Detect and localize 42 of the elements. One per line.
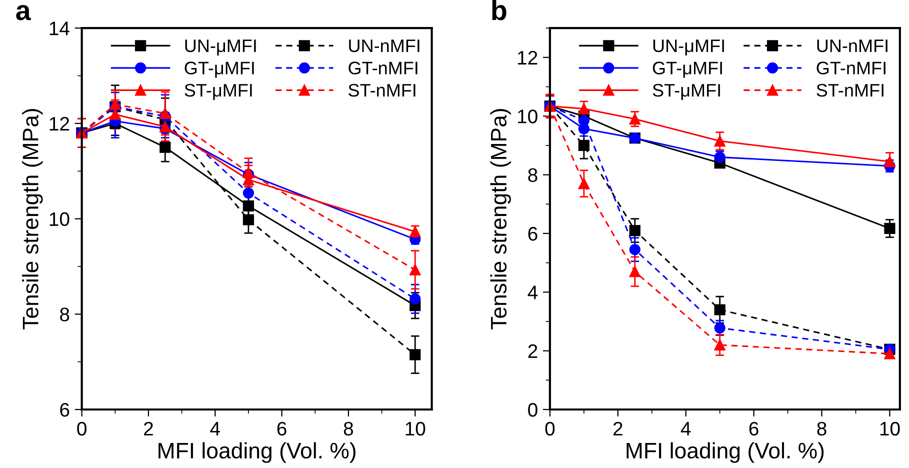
x-tick-label: 4 xyxy=(210,422,220,436)
x-tick-label: 0 xyxy=(77,422,86,436)
legend-label: ST-nMFI xyxy=(348,84,416,97)
y-tick-label: 14 xyxy=(50,22,70,36)
legend-label: UN-μMFI xyxy=(185,40,256,56)
legend-label: UN-μMFI xyxy=(653,40,724,56)
x-axis-title: MFI loading (Vol. %) xyxy=(158,442,356,463)
x-tick-label: 8 xyxy=(817,422,826,436)
chart-title: a xyxy=(16,5,31,20)
y-tick-label: 10 xyxy=(518,110,538,124)
x-tick-label: 2 xyxy=(144,422,153,436)
x-tick-label: 8 xyxy=(344,422,354,436)
legend-label: UN-nMFI xyxy=(349,40,420,52)
y-tick-label: 2 xyxy=(528,344,538,358)
x-tick-label: 10 xyxy=(880,422,900,436)
y-tick-label: 10 xyxy=(50,212,70,226)
legend-label: GT-μMFI xyxy=(652,62,722,78)
legend-label: UN-nMFI xyxy=(817,40,888,52)
y-tick-label: 6 xyxy=(528,226,538,241)
y-axis-title: Tensile strength (MPa) xyxy=(22,109,43,330)
y-tick-label: 6 xyxy=(60,402,70,417)
y-tick-label: 12 xyxy=(518,50,538,64)
y-tick-label: 8 xyxy=(528,168,538,182)
legend-label: GT-μMFI xyxy=(184,62,254,78)
legend-label: GT-nMFI xyxy=(348,62,418,74)
x-tick-label: 10 xyxy=(406,422,426,436)
y-axis-title: Tenslie strength (MPa) xyxy=(490,109,511,330)
legend-label: ST-nMFI xyxy=(816,84,884,97)
x-tick-label: 0 xyxy=(545,422,555,436)
y-tick-label: 4 xyxy=(528,286,538,300)
x-tick-label: 6 xyxy=(749,422,758,436)
y-tick-label: 8 xyxy=(60,308,70,322)
legend-label: ST-μMFI xyxy=(652,84,720,100)
y-tick-label: 0 xyxy=(528,402,538,417)
x-tick-label: 4 xyxy=(680,422,691,436)
x-tick-label: 6 xyxy=(277,422,286,436)
x-axis-title: MFI loading (Vol. %) xyxy=(626,442,824,463)
chart-title: b xyxy=(492,0,506,20)
legend-label: ST-μMFI xyxy=(184,84,252,100)
y-tick-label: 12 xyxy=(50,116,70,130)
legend-label: GT-nMFI xyxy=(816,62,886,74)
x-tick-label: 2 xyxy=(613,422,622,436)
